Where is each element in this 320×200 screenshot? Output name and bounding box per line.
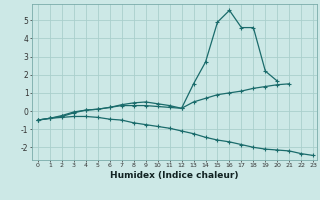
- X-axis label: Humidex (Indice chaleur): Humidex (Indice chaleur): [110, 171, 239, 180]
